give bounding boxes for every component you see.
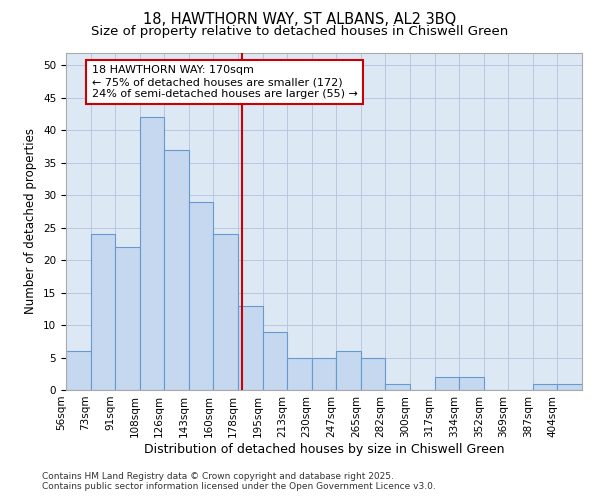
Bar: [140, 118, 164, 390]
Bar: [336, 351, 361, 390]
Bar: [557, 384, 582, 390]
Text: Contains HM Land Registry data © Crown copyright and database right 2025.
Contai: Contains HM Land Registry data © Crown c…: [42, 472, 436, 491]
Bar: [189, 202, 214, 390]
X-axis label: Distribution of detached houses by size in Chiswell Green: Distribution of detached houses by size …: [144, 442, 504, 456]
Bar: [459, 377, 484, 390]
Bar: [91, 234, 115, 390]
Bar: [434, 377, 459, 390]
Bar: [312, 358, 336, 390]
Text: 18 HAWTHORN WAY: 170sqm
← 75% of detached houses are smaller (172)
24% of semi-d: 18 HAWTHORN WAY: 170sqm ← 75% of detache…: [92, 66, 358, 98]
Bar: [164, 150, 189, 390]
Text: 18, HAWTHORN WAY, ST ALBANS, AL2 3BQ: 18, HAWTHORN WAY, ST ALBANS, AL2 3BQ: [143, 12, 457, 28]
Text: Size of property relative to detached houses in Chiswell Green: Size of property relative to detached ho…: [91, 25, 509, 38]
Bar: [533, 384, 557, 390]
Bar: [385, 384, 410, 390]
Bar: [66, 351, 91, 390]
Bar: [287, 358, 312, 390]
Bar: [263, 332, 287, 390]
Bar: [214, 234, 238, 390]
Bar: [115, 247, 140, 390]
Bar: [238, 306, 263, 390]
Bar: [361, 358, 385, 390]
Y-axis label: Number of detached properties: Number of detached properties: [25, 128, 37, 314]
